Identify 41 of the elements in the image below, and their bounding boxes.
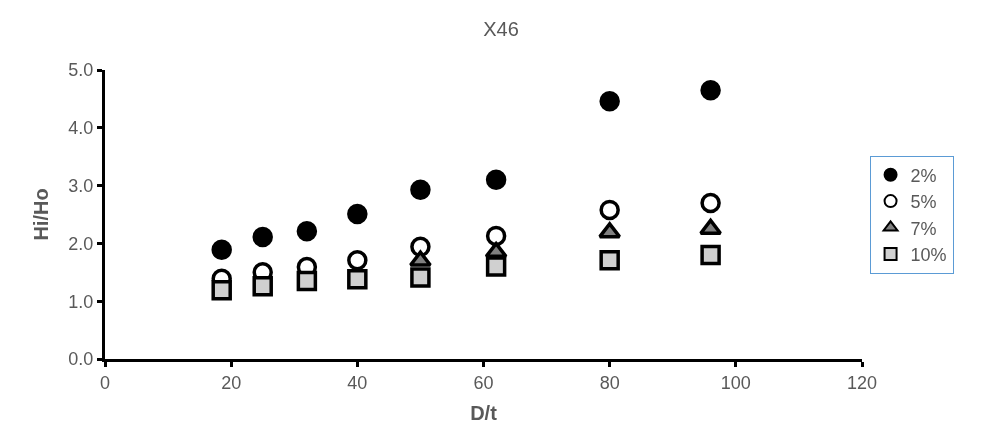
point: [598, 222, 622, 239]
x-axis-title: D/t: [470, 402, 498, 425]
point: [296, 270, 318, 292]
y-tick-label: 4.0: [68, 118, 94, 139]
point: [485, 169, 507, 191]
y-tick-label: 3.0: [68, 175, 94, 196]
legend-label: 5%: [910, 192, 937, 213]
y-tick-label: 0.0: [68, 349, 94, 370]
y-tick-label: 2.0: [68, 233, 94, 254]
y-tick-label: 5.0: [68, 60, 94, 81]
point: [410, 267, 431, 288]
legend-label: 2%: [910, 165, 937, 186]
point: [347, 249, 368, 271]
point: [211, 239, 232, 260]
x-tick-label: 60: [473, 372, 494, 393]
x-tick-label: 100: [720, 372, 751, 393]
x-tick-label: 80: [599, 372, 620, 393]
chart-title: X46: [483, 17, 519, 40]
point: [347, 203, 368, 225]
point: [700, 79, 721, 101]
x-tick-label: 40: [347, 372, 368, 393]
point: [599, 249, 620, 271]
point: [347, 268, 368, 290]
legend-label: 7%: [910, 218, 937, 239]
point: [252, 275, 273, 297]
point: [599, 90, 620, 112]
point: [700, 244, 721, 266]
point: [296, 221, 318, 242]
x-tick-label: 0: [99, 372, 111, 393]
y-tick-label: 1.0: [68, 291, 94, 312]
point: [485, 256, 507, 277]
point: [410, 179, 431, 200]
legend-label: 10%: [910, 244, 947, 265]
x-tick-label: 120: [846, 372, 878, 393]
point: [599, 199, 620, 221]
point: [252, 226, 273, 248]
point: [211, 279, 232, 301]
point: [700, 192, 721, 214]
point: [485, 225, 507, 247]
x-tick-label: 20: [221, 372, 242, 393]
y-axis-title: Hi/Ho: [29, 188, 52, 241]
